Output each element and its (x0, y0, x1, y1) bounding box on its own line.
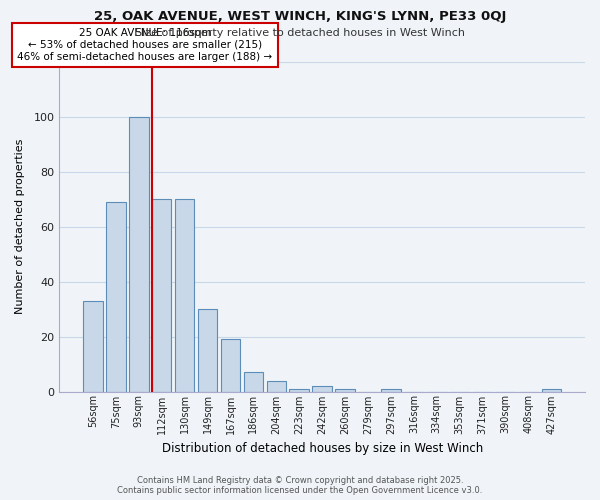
Bar (129, 116, 149, 392)
Bar (289, 389, 309, 392)
Bar (542, 389, 561, 392)
Bar (313, 386, 332, 392)
Bar (266, 380, 286, 392)
Text: 25 OAK AVENUE: 116sqm
← 53% of detached houses are smaller (215)
46% of semi-det: 25 OAK AVENUE: 116sqm ← 53% of detached … (17, 28, 272, 62)
Text: Contains HM Land Registry data © Crown copyright and database right 2025.
Contai: Contains HM Land Registry data © Crown c… (118, 476, 482, 495)
Bar (221, 340, 240, 392)
X-axis label: Distribution of detached houses by size in West Winch: Distribution of detached houses by size … (161, 442, 483, 455)
Bar (106, 202, 125, 392)
Bar (152, 199, 172, 392)
Bar (335, 389, 355, 392)
Text: 25, OAK AVENUE, WEST WINCH, KING'S LYNN, PE33 0QJ: 25, OAK AVENUE, WEST WINCH, KING'S LYNN,… (94, 10, 506, 23)
Bar (198, 309, 217, 392)
Bar (175, 199, 194, 392)
Bar (381, 389, 401, 392)
Bar (244, 372, 263, 392)
Text: Size of property relative to detached houses in West Winch: Size of property relative to detached ho… (135, 28, 465, 38)
Bar (83, 301, 103, 392)
Y-axis label: Number of detached properties: Number of detached properties (15, 139, 25, 314)
